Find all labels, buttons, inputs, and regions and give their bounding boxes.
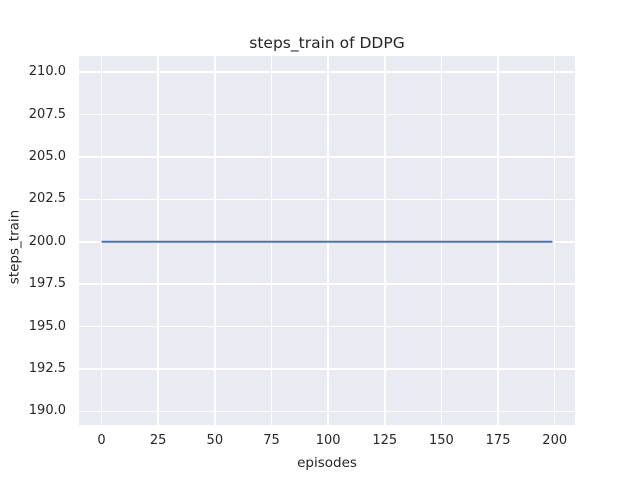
x-tick-label: 25 bbox=[149, 433, 167, 448]
series-layer bbox=[101, 240, 553, 243]
y-tick-label: 195.0 bbox=[28, 318, 66, 334]
h-gridline bbox=[79, 410, 575, 413]
h-gridline bbox=[79, 368, 575, 370]
x-tick-label: 175 bbox=[485, 433, 511, 448]
y-tick-label: 190.0 bbox=[28, 403, 66, 419]
h-gridline bbox=[79, 325, 575, 328]
x-tick-label: 125 bbox=[372, 433, 398, 448]
v-gridline bbox=[214, 56, 216, 425]
x-axis-label: episodes bbox=[297, 455, 357, 471]
y-tick-label: 200.0 bbox=[28, 233, 66, 249]
x-tick-label: 200 bbox=[542, 433, 568, 448]
x-tick-label: 150 bbox=[429, 433, 454, 448]
v-gridline bbox=[327, 56, 329, 425]
h-gridline bbox=[79, 156, 575, 158]
y-tick-label: 192.5 bbox=[28, 361, 66, 376]
x-tick-label: 0 bbox=[97, 433, 106, 448]
y-tick-label: 202.5 bbox=[28, 191, 66, 207]
v-gridline bbox=[100, 56, 103, 425]
chart-title: steps_train of DDPG bbox=[249, 34, 405, 52]
v-gridline bbox=[553, 56, 556, 425]
v-gridline bbox=[270, 56, 273, 425]
h-gridline bbox=[79, 198, 575, 201]
y-axis-label: steps_train bbox=[6, 209, 23, 285]
v-gridline bbox=[440, 56, 443, 425]
x-tick-label: 75 bbox=[263, 433, 280, 448]
v-gridline bbox=[157, 56, 159, 425]
h-gridline bbox=[79, 71, 575, 73]
y-tick-label: 205.0 bbox=[28, 148, 66, 164]
y-tick-label: 197.5 bbox=[28, 276, 66, 292]
x-tick-label: 50 bbox=[206, 433, 224, 448]
plot-area bbox=[79, 56, 575, 425]
x-tick-label: 100 bbox=[315, 433, 341, 448]
y-tick-label: 210.0 bbox=[28, 64, 66, 80]
h-gridline bbox=[79, 113, 575, 116]
y-tick-label: 207.5 bbox=[28, 106, 66, 122]
v-gridline bbox=[497, 56, 499, 425]
v-gridline bbox=[384, 56, 386, 425]
h-gridline bbox=[79, 283, 575, 285]
